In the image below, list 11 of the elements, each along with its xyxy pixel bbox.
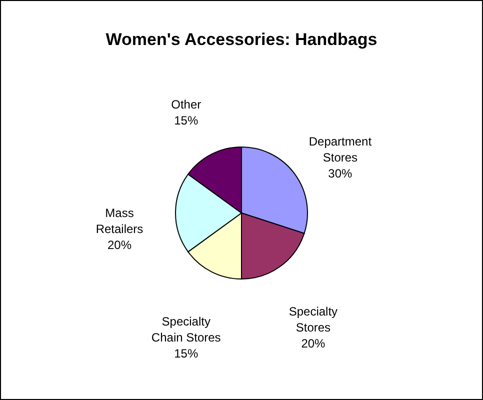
slice-label: Department Stores <box>308 134 372 164</box>
data-label: 30% <box>328 166 353 180</box>
data-label: 15% <box>174 346 198 361</box>
slice-label: Mass Retailers <box>96 206 144 236</box>
data-label: 20% <box>107 238 132 252</box>
data-label: 15% <box>174 113 198 128</box>
slice-label: Specialty Stores <box>288 304 338 335</box>
chart-title: Women's Accessories: Handbags <box>106 30 378 49</box>
slice-label: Other <box>171 97 202 112</box>
data-label: 20% <box>301 336 326 351</box>
slice-label: Specialty Chain Stores <box>151 314 221 345</box>
